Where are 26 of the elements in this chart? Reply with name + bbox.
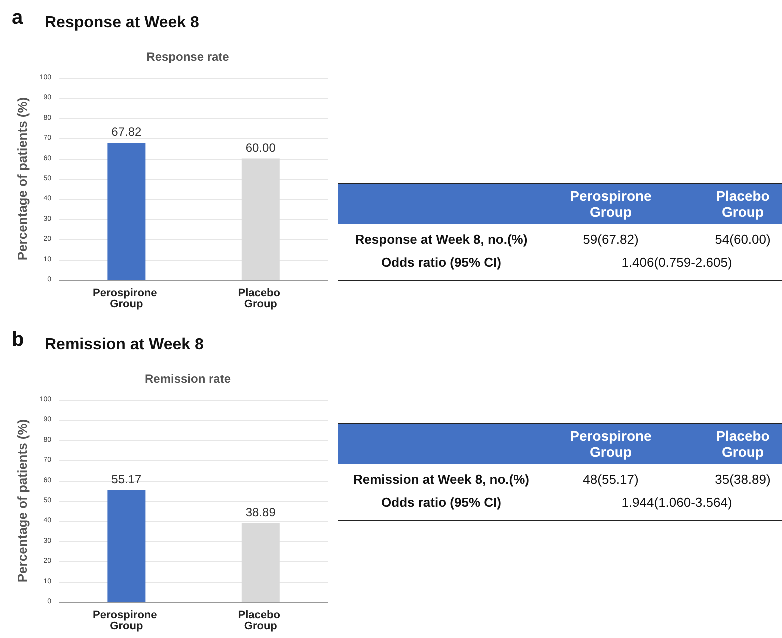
chart-subtitle: Remission rate — [144, 372, 232, 386]
data-label: 55.17 — [112, 472, 142, 487]
chart-subtitle: Response rate — [146, 50, 230, 64]
text: 1.406(0.759-2.605) — [620, 254, 734, 272]
data-label: 38.89 — [246, 505, 276, 520]
text: Remission at Week 8, no.(%) — [352, 471, 531, 489]
x-tick-label: Perospirone Group — [93, 610, 160, 632]
text: 1.944(1.060-3.564) — [620, 494, 734, 512]
chart-title: Response at Week 8 — [45, 14, 200, 32]
text: 59(67.82) — [582, 231, 640, 249]
y-axis-title: Percentage of patients (%) — [15, 419, 30, 583]
text: a — [12, 7, 24, 29]
y-axis-title: Percentage of patients (%) — [15, 97, 30, 261]
text: 35(38.89) — [714, 471, 772, 489]
x-tick-label: Placebo Group — [238, 610, 284, 632]
text: b — [12, 329, 24, 351]
text: 54(60.00) — [714, 231, 772, 249]
data-label: 60.00 — [246, 140, 276, 155]
text: Odds ratio (95% CI) — [380, 254, 502, 272]
text: Odds ratio (95% CI) — [380, 494, 502, 512]
x-tick-label: Perospirone Group — [93, 288, 160, 310]
x-tick-label: Placebo Group — [238, 288, 284, 310]
chart-title: Remission at Week 8 — [45, 336, 204, 354]
text: Response at Week 8, no.(%) — [354, 231, 529, 249]
data-label: 67.82 — [112, 125, 142, 140]
text: 48(55.17) — [582, 471, 640, 489]
